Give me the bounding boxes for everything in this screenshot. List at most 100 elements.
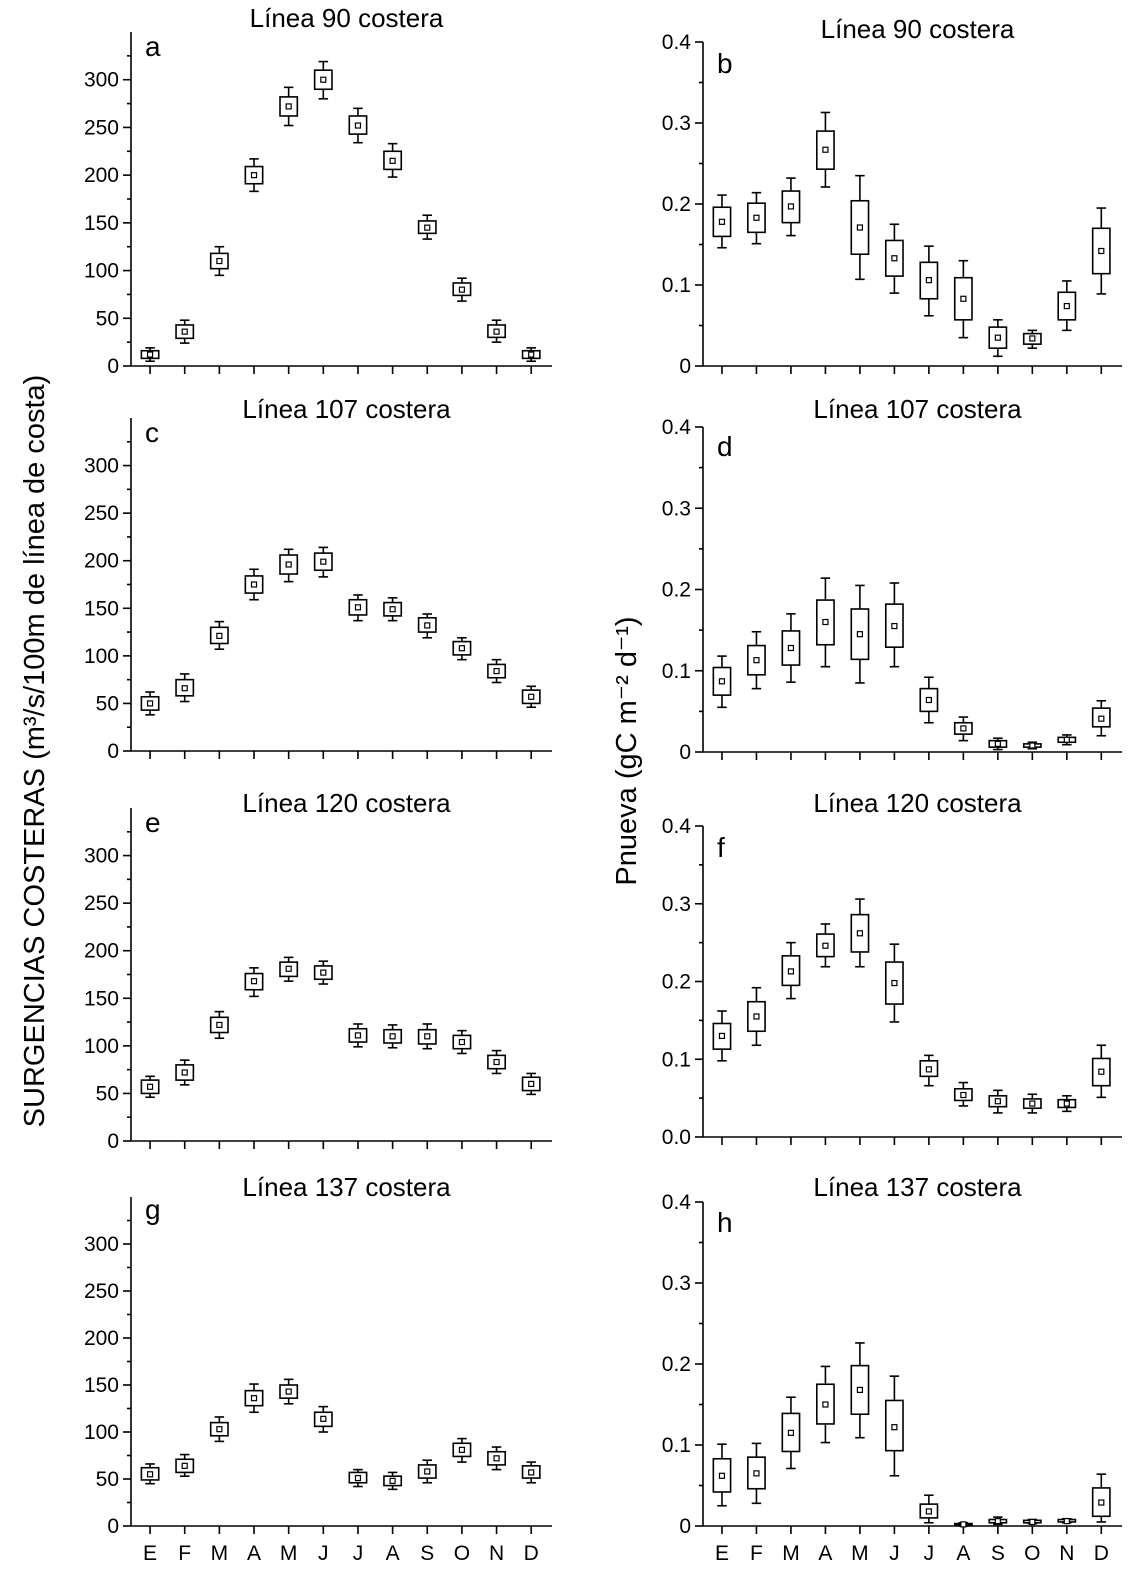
mean-marker (891, 979, 898, 987)
x-tick-label: A (247, 1542, 261, 1565)
box-g-1 (175, 1453, 195, 1477)
x-tick-label: E (143, 1542, 157, 1565)
x-tick-label: J (889, 1542, 900, 1565)
box-b-10 (1057, 280, 1077, 332)
x-tick-label: A (386, 1542, 400, 1565)
panel-d: 0 0.1 0.2 0.3 0.4 Línea 107 costera d (662, 394, 1122, 764)
box-h-10 (1057, 1517, 1077, 1525)
box-f-2 (781, 941, 801, 1000)
box-h-7 (953, 1521, 973, 1528)
mean-marker (285, 103, 292, 110)
box-g-7 (383, 1471, 403, 1491)
x-tick-label: M (280, 1542, 298, 1565)
box-h-5 (884, 1375, 904, 1477)
box-b-1 (747, 191, 766, 245)
box-e-0 (140, 1075, 160, 1099)
mean-marker (181, 1462, 188, 1469)
mean-marker (925, 277, 932, 284)
box-f-10 (1057, 1094, 1077, 1113)
mean-marker (216, 257, 223, 265)
mean-marker (822, 146, 829, 153)
mean-marker (1029, 1518, 1036, 1526)
mean-marker (320, 76, 327, 83)
x-tick-label: J (318, 1542, 329, 1565)
box-e-2 (209, 1010, 229, 1040)
box-d-1 (747, 630, 766, 690)
box-f-4 (850, 898, 870, 968)
y-axis-label-left: SURGENCIAS COSTERAS (m³/s/100m de línea … (19, 375, 51, 1128)
mean-marker (787, 1429, 795, 1436)
box-g-8 (417, 1459, 437, 1484)
box-a-5 (313, 60, 333, 100)
y-tick-label: 150 (84, 212, 119, 235)
mean-marker (216, 1021, 223, 1029)
box-h-9 (1022, 1518, 1042, 1526)
mean-marker (787, 968, 795, 975)
mean-marker (528, 1469, 535, 1476)
mean-marker (458, 286, 466, 293)
mean-marker (718, 678, 726, 685)
box-d-2 (781, 613, 801, 683)
y-tick-label: 100 (84, 645, 119, 668)
box-b-5 (884, 223, 904, 294)
box-b-0 (712, 194, 732, 249)
box-e-7 (383, 1024, 403, 1049)
box-e-6 (348, 1023, 368, 1048)
mean-marker (718, 1032, 726, 1040)
mean-marker (181, 685, 188, 692)
x-tick-label: O (454, 1542, 470, 1565)
box-a-0 (140, 347, 160, 363)
mean-marker (389, 1477, 396, 1484)
mean-marker (994, 334, 1001, 341)
box-g-4 (279, 1378, 299, 1405)
panel-title: Línea 120 costera (813, 788, 1022, 818)
box-f-0 (712, 1010, 732, 1062)
box-c-9 (452, 636, 472, 661)
y-tick-label: 0 (679, 355, 691, 378)
y-tick-label: 50 (96, 1468, 119, 1491)
panel-e: 0 50 100 150 200 250 300 Línea 120 costera e (84, 788, 552, 1153)
box-b-7 (953, 259, 973, 339)
box-a-6 (348, 107, 368, 144)
panel-label: f (717, 832, 725, 863)
mean-marker (493, 1455, 500, 1462)
y-tick-label: 50 (96, 307, 119, 330)
y-tick-label: 0.4 (662, 815, 692, 838)
mean-marker (285, 965, 292, 972)
box-h-1 (747, 1442, 766, 1505)
x-tick-label: N (489, 1542, 504, 1565)
box-b-9 (1022, 329, 1042, 349)
mean-marker (1098, 1499, 1105, 1506)
box-h-0 (712, 1443, 732, 1507)
box-b-3 (816, 111, 835, 188)
y-axis-label-right: Pnueva (gC m⁻² d⁻¹) (611, 616, 643, 885)
box-h-11 (1091, 1473, 1111, 1523)
mean-marker (1029, 335, 1036, 342)
mean-marker (1098, 1068, 1105, 1075)
y-tick-label: 200 (84, 1327, 119, 1350)
x-tick-label: S (420, 1542, 434, 1565)
y-tick-label: 250 (84, 892, 119, 915)
box-b-4 (850, 174, 870, 281)
y-tick-label: 250 (84, 502, 119, 525)
box-a-8 (417, 214, 437, 240)
box-c-11 (521, 685, 541, 709)
mean-marker (925, 696, 932, 704)
box-h-3 (816, 1365, 835, 1444)
box-d-8 (988, 737, 1008, 751)
mean-marker (1029, 1100, 1036, 1107)
box-a-1 (175, 319, 195, 344)
mean-marker (181, 328, 188, 335)
box-e-5 (313, 960, 333, 985)
box-g-2 (209, 1416, 229, 1443)
mean-marker (1098, 715, 1105, 722)
mean-marker (1063, 736, 1070, 743)
y-tick-label: 0.3 (662, 497, 691, 520)
mean-marker (320, 969, 327, 976)
y-tick-label: 200 (84, 940, 119, 963)
x-tick-label: D (1094, 1542, 1109, 1565)
mean-marker (1063, 1518, 1070, 1525)
mean-marker (146, 700, 154, 707)
box-e-4 (279, 956, 299, 982)
